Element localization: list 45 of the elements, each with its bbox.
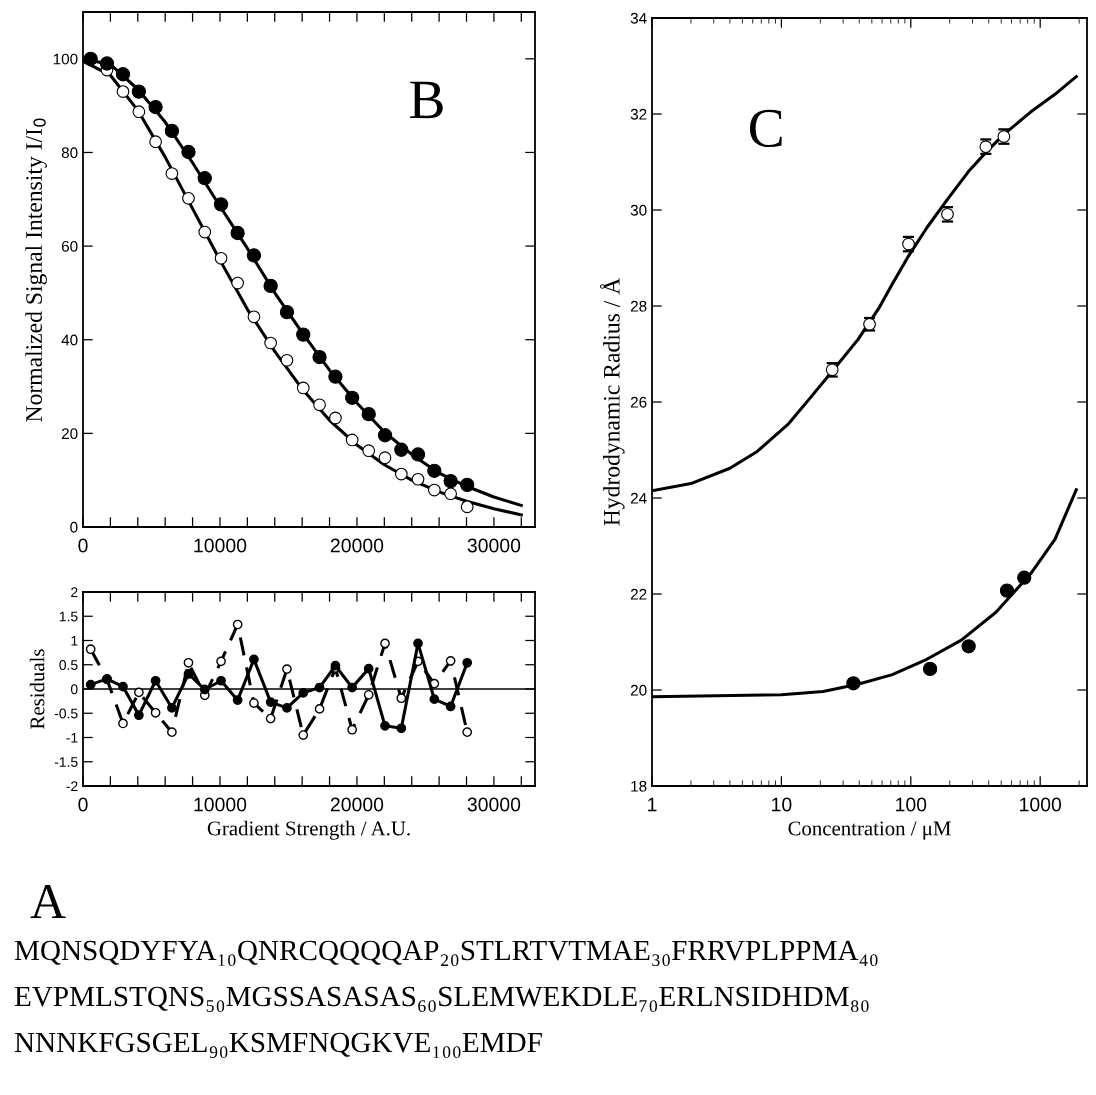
y-axis-title: Normalized Signal Intensity I/I$_{0}$ — [25, 118, 47, 422]
y-tick-label: 0 — [70, 684, 78, 695]
y-tick-label: -0.5 — [54, 708, 78, 719]
y-tick-label: 22 — [630, 588, 647, 600]
y-tick-label: 20 — [630, 684, 647, 696]
x-tick-label: 10 — [772, 797, 792, 812]
y-tick-label: 40 — [61, 334, 78, 346]
x-tick-label: 30000 — [467, 538, 521, 553]
y-tick-label: 32 — [630, 108, 647, 120]
text: EVPMLSTQNS₅₀MGSSASASAS₆₀SLEMWEKDLE₇₀ERLNSIDHDM₈₀ — [14, 986, 869, 1013]
y-tick-label: 80 — [61, 147, 78, 159]
x-tick-label: 1 — [648, 797, 657, 812]
y-tick-label: -1 — [66, 732, 78, 743]
y-axis-title: Hydrodynamic Radius / Å — [600, 277, 625, 526]
y-tick-label: 26 — [630, 396, 647, 408]
x-tick-label: 20000 — [330, 797, 384, 812]
x-tick-label: 30000 — [467, 797, 521, 812]
x-axis-title: Concentration / μM — [788, 821, 951, 840]
text: A — [30, 884, 66, 918]
x-tick-label: 20000 — [330, 538, 384, 553]
y-tick-label: 20 — [61, 428, 78, 440]
y-tick-label: 2 — [71, 587, 78, 598]
text: NNNKFGSGEL₉₀KSMFNQGKVE₁₀₀EMDF — [14, 1032, 542, 1059]
y-tick-label: 1 — [71, 635, 78, 646]
text: MQNSQDYFYA₁₀QNRCQQQQAP₂₀STLRTVTMAE₃₀FRRVPLPPMA₄₀ — [14, 940, 878, 967]
y-tick-label: 0.5 — [59, 660, 78, 670]
y-tick-label: 18 — [631, 780, 647, 792]
annotation: C — [749, 109, 782, 148]
y-tick-label: -2 — [66, 781, 78, 792]
y-tick-label: -1.5 — [54, 757, 78, 767]
y-tick-label: 0 — [70, 521, 78, 533]
y-tick-label: 1.5 — [59, 611, 78, 622]
x-tick-label: 10000 — [194, 538, 247, 553]
y-tick-label: 24 — [630, 492, 647, 504]
annotation: B — [410, 81, 443, 119]
y-tick-label: 60 — [61, 240, 78, 252]
y-axis-title: Residuals — [29, 649, 45, 729]
y-tick-label: 30 — [630, 204, 647, 216]
y-tick-label: 34 — [630, 12, 647, 24]
x-tick-label: 100 — [896, 797, 927, 812]
y-tick-label: 100 — [53, 53, 78, 65]
x-axis-title: Gradient Strength / A.U. — [207, 820, 410, 840]
x-tick-label: 1000 — [1020, 797, 1062, 812]
x-tick-label: 10000 — [194, 797, 247, 812]
y-tick-label: 28 — [630, 300, 647, 312]
